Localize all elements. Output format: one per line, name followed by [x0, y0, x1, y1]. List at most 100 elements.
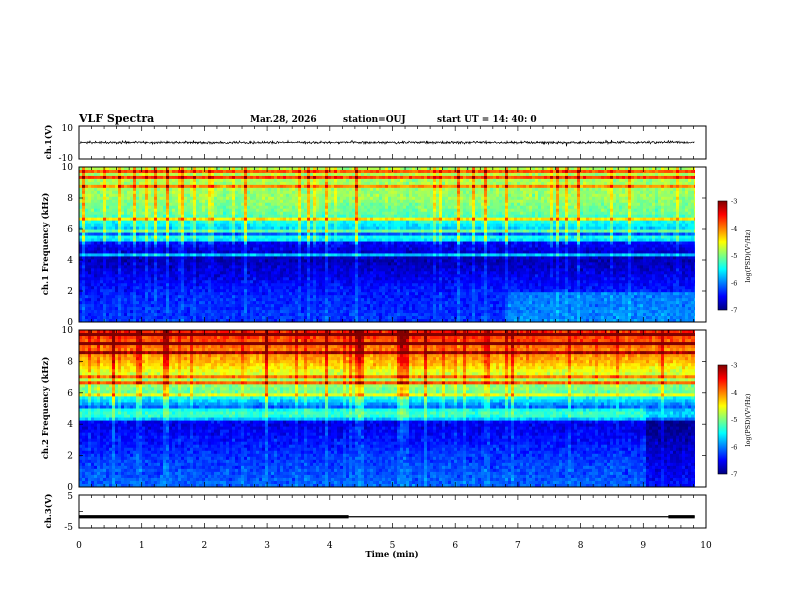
spectrogram-cell	[325, 214, 329, 219]
spectrogram-cell	[115, 223, 119, 228]
spectrogram-cell	[406, 187, 410, 192]
spectrogram-cell	[520, 187, 524, 192]
spectrogram-cell	[589, 169, 593, 174]
spectrogram-cell	[565, 202, 569, 207]
spectrogram-cell	[280, 181, 284, 186]
spectrogram-cell	[193, 232, 197, 236]
spectrogram-cell	[190, 187, 194, 192]
spectrogram-cell	[283, 175, 287, 180]
spectrogram-cell	[301, 223, 305, 228]
spectrogram-cell	[469, 223, 473, 228]
spectrogram-cell	[394, 178, 398, 183]
spectrogram-cell	[556, 211, 560, 216]
spectrogram-cell	[676, 178, 680, 183]
spectrogram-cell	[496, 223, 500, 228]
spectrogram-cell	[157, 175, 161, 180]
spectrogram-cell	[118, 211, 122, 216]
spectrogram-cell	[358, 184, 362, 189]
spectrogram-cell	[610, 229, 614, 233]
spectrogram-cell	[100, 181, 104, 186]
spectrogram-cell	[151, 199, 155, 204]
spectrogram-cell	[433, 220, 437, 225]
spectrogram-cell	[661, 223, 665, 228]
spectrogram-cell	[583, 181, 587, 186]
spectrogram-cell	[358, 229, 362, 233]
spectrogram-cell	[346, 214, 350, 219]
spectrogram-cell	[619, 226, 623, 230]
spectrogram-cell	[580, 220, 584, 225]
spectrogram-cell	[526, 169, 530, 174]
spectrogram-cell	[82, 193, 86, 198]
spectrogram-cell	[259, 178, 263, 183]
spectrogram-cell	[106, 172, 110, 177]
spectrogram-cell	[97, 208, 101, 213]
spectrogram-cell	[457, 187, 461, 192]
spectrogram-cell	[634, 205, 638, 210]
spectrogram-cell	[391, 232, 395, 236]
spectrogram-cell	[550, 226, 554, 230]
ch1-ytick-bottom: -10	[59, 154, 74, 164]
spectrogram-cell	[682, 175, 686, 180]
spectrogram-cell	[235, 232, 239, 236]
spectrogram-cell	[679, 175, 683, 180]
spectrogram-cell	[277, 208, 281, 213]
spectrogram-cell	[640, 181, 644, 186]
spectrogram-cell	[529, 175, 533, 180]
spectrogram-cell	[175, 202, 179, 207]
spectrogram-cell	[580, 181, 584, 186]
spectrogram-cell	[295, 205, 299, 210]
spectrogram-cell	[667, 223, 671, 228]
spectrogram-cell	[565, 205, 569, 210]
spectrogram-cell	[478, 226, 482, 230]
spectrogram-cell	[475, 199, 479, 204]
spectrogram-cell	[652, 178, 656, 183]
spectrogram-cell	[256, 220, 260, 225]
spectrogram-cell	[406, 208, 410, 213]
spectrogram-cell	[169, 167, 173, 171]
spectrogram-cell	[640, 199, 644, 204]
spectrogram-cell	[208, 167, 212, 171]
spectrogram-cell	[655, 178, 659, 183]
spectrogram-cell	[358, 181, 362, 186]
spectrogram-cell	[106, 217, 110, 222]
spectrogram-cell	[547, 202, 551, 207]
spectrogram-cell	[409, 205, 413, 210]
spectrogram-cell	[364, 229, 368, 233]
spectrogram-cell	[472, 193, 476, 198]
spectrogram-cell	[454, 220, 458, 225]
spectrogram-cell	[466, 211, 470, 216]
spectrogram-cell	[310, 202, 314, 207]
spectrogram-cell	[319, 211, 323, 216]
spectrogram-cell	[295, 202, 299, 207]
spectrogram-cell	[544, 226, 548, 230]
spectrogram-cell	[211, 167, 215, 171]
spectrogram-cell	[352, 172, 356, 177]
spectrogram-cell	[613, 193, 617, 198]
spectrogram-cell	[313, 169, 317, 174]
spectrogram-cell	[253, 193, 257, 198]
spectrogram-cell	[637, 211, 641, 216]
spectrogram-cell	[271, 196, 275, 201]
spectrogram-cell	[118, 205, 122, 210]
spectrogram-cell	[250, 235, 254, 239]
spectrogram-cell	[193, 184, 197, 189]
spectrogram-cell	[490, 169, 494, 174]
spectrogram-cell	[79, 232, 83, 236]
spectrogram-cell	[457, 214, 461, 219]
spectrogram-cell	[532, 172, 536, 177]
spectrogram-cell	[637, 193, 641, 198]
spectrogram-cell	[352, 184, 356, 189]
spectrogram-cell	[466, 178, 470, 183]
spectrogram-cell	[343, 175, 347, 180]
spectrogram-cell	[619, 202, 623, 207]
spectrogram-cell	[436, 226, 440, 230]
spectrogram-cell	[619, 190, 623, 195]
spectrogram-cell	[385, 172, 389, 177]
spectrogram-cell	[382, 184, 386, 189]
spectrogram-cell	[388, 187, 392, 192]
spectrogram-cell	[649, 193, 653, 198]
spectrogram-cell	[451, 229, 455, 233]
spectrogram-cell	[502, 199, 506, 204]
spectrogram-cell	[142, 178, 146, 183]
spectrogram-cell	[163, 226, 167, 230]
